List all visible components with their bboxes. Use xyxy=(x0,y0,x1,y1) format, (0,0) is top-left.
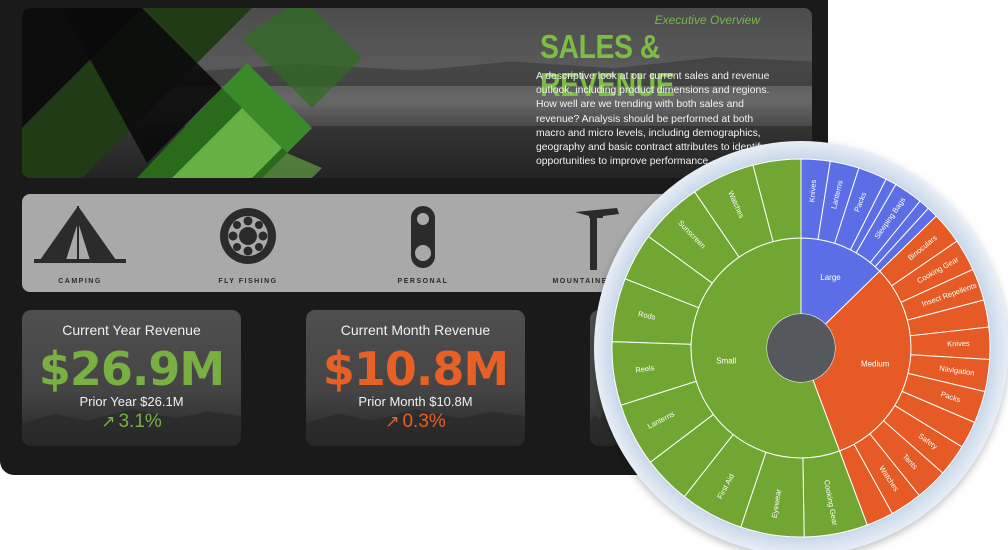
sunburst-segments xyxy=(611,158,991,538)
sunburst-leaf-label: Knives xyxy=(947,339,970,349)
sunburst-leaf-sliver[interactable] xyxy=(752,158,802,243)
kpi-card-current-year[interactable]: Current Year Revenue $26.9M Prior Year $… xyxy=(22,310,241,446)
sunburst-inner-label: Small xyxy=(716,357,736,366)
kpi-value: $26.9M xyxy=(38,342,225,396)
sunburst-inner-label: Large xyxy=(820,273,841,282)
dashboard-panel: Executive Overview SALES & REVENUE A des… xyxy=(0,0,828,475)
sunburst-leaf-label: Rods xyxy=(637,309,656,321)
hero-title: SALES & REVENUE xyxy=(540,28,675,103)
category-camping[interactable]: CAMPING xyxy=(20,198,140,288)
sunburst-center xyxy=(767,314,835,382)
hero-description: A descriptive look at our current sales … xyxy=(536,71,770,168)
sunburst-leaf-label: Reels xyxy=(635,363,655,375)
hero-geometric-pattern xyxy=(22,8,362,178)
kpi-change: ↗ 0.3% xyxy=(306,411,525,433)
category-fly-fishing[interactable]: FLY FISHING xyxy=(188,198,308,288)
sunburst-leaf-label: Knives xyxy=(807,179,818,202)
kpi-card-current-month[interactable]: Current Month Revenue $10.8M Prior Month… xyxy=(306,310,525,446)
category-personal[interactable]: PERSONAL xyxy=(363,198,483,288)
fishing-reel-icon xyxy=(220,208,276,264)
category-label: FLY FISHING xyxy=(218,278,278,285)
trend-up-arrow-icon: ↗ xyxy=(385,412,400,431)
sunburst-leaf-label: Eyewear xyxy=(770,488,783,519)
card-background-hill xyxy=(306,409,525,446)
category-label: PERSONAL xyxy=(397,278,449,285)
kpi-prior: Prior Year $26.1M xyxy=(79,394,184,409)
card-background-hill xyxy=(22,409,241,446)
kpi-title: Current Year Revenue xyxy=(62,322,201,338)
kpi-value: $10.8M xyxy=(322,342,509,396)
category-label: MOUNTAINEERING xyxy=(552,278,638,285)
hero-kicker: Executive Overview xyxy=(654,13,760,27)
carabiner-icon xyxy=(411,206,435,268)
kpi-change-value: 0.3% xyxy=(402,411,446,432)
trend-up-arrow-icon: ↗ xyxy=(101,412,116,431)
kpi-title: Current Month Revenue xyxy=(340,322,491,338)
ice-axe-icon xyxy=(575,208,619,270)
kpi-prior: Prior Month $10.8M xyxy=(358,394,473,409)
sunburst-inner-label: Medium xyxy=(861,360,890,369)
hero-banner: Executive Overview SALES & REVENUE A des… xyxy=(22,8,812,178)
kpi-change-value: 3.1% xyxy=(118,411,162,432)
category-label: CAMPING xyxy=(58,278,102,285)
category-mountaineering[interactable]: MOUNTAINEERING xyxy=(535,198,655,288)
tent-icon xyxy=(34,206,126,263)
kpi-change: ↗ 3.1% xyxy=(22,411,241,433)
